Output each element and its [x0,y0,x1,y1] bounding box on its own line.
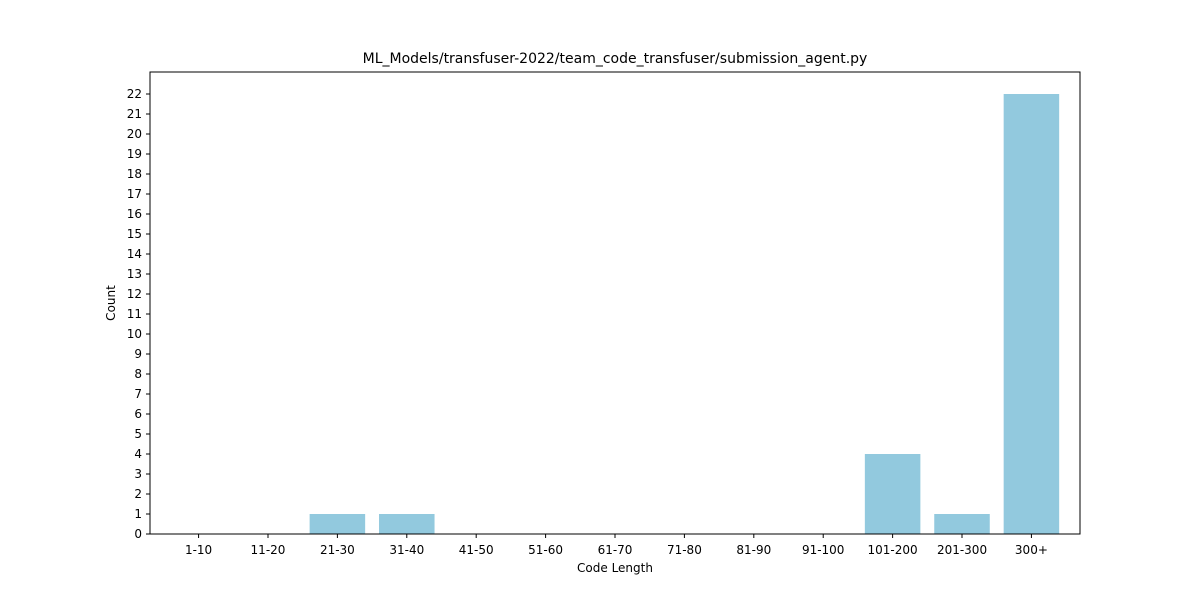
y-tick-label: 6 [134,407,142,421]
chart-title: ML_Models/transfuser-2022/team_code_tran… [363,51,868,67]
plot-frame [149,71,1081,535]
y-tick-label: 15 [127,227,142,241]
y-tick-label: 4 [134,447,142,461]
y-tick-label: 10 [127,327,142,341]
x-tick-label: 81-90 [736,543,771,557]
x-tick-label: 11-20 [251,543,286,557]
bar-201-300 [934,514,990,534]
x-tick-label: 101-200 [868,543,918,557]
x-tick-label: 51-60 [528,543,563,557]
x-tick-label: 201-300 [937,543,987,557]
y-tick-label: 22 [127,87,142,101]
y-tick-label: 14 [127,247,142,261]
y-tick-label: 18 [127,167,142,181]
x-tick-label: 71-80 [667,543,702,557]
y-tick-label: 3 [134,467,142,481]
y-tick-label: 19 [127,147,142,161]
y-tick-label: 9 [134,347,142,361]
y-tick-label: 0 [134,527,142,541]
bar-31-40 [379,514,435,534]
y-tick-label: 2 [134,487,142,501]
y-tick-label: 7 [134,387,142,401]
y-tick-label: 11 [127,307,142,321]
y-tick-label: 12 [127,287,142,301]
x-tick-label: 1-10 [185,543,212,557]
bar-300+ [1003,94,1060,534]
bar-101-200 [864,454,921,534]
x-tick-label: 91-100 [802,543,845,557]
bar-21-30 [309,514,366,534]
y-tick-label: 1 [134,507,142,521]
y-axis-label: Count [104,285,118,321]
x-tick-label: 41-50 [459,543,494,557]
x-tick-label: 61-70 [598,543,633,557]
y-tick-label: 16 [127,207,142,221]
y-tick-label: 21 [127,107,142,121]
y-tick-label: 8 [134,367,142,381]
bars-layer [309,94,1060,534]
x-axis: 1-10 11-20 21-30 31-40 41-50 51-60 61-70 71-80 8… [185,534,1048,557]
y-tick-label: 17 [127,187,142,201]
y-tick-label: 20 [127,127,142,141]
x-tick-label: 31-40 [389,543,424,557]
y-tick-label: 5 [134,427,142,441]
x-axis-label: Code Length [577,561,653,575]
x-tick-label: 300+ [1015,543,1048,557]
y-tick-label: 13 [127,267,142,281]
x-tick-label: 21-30 [320,543,355,557]
